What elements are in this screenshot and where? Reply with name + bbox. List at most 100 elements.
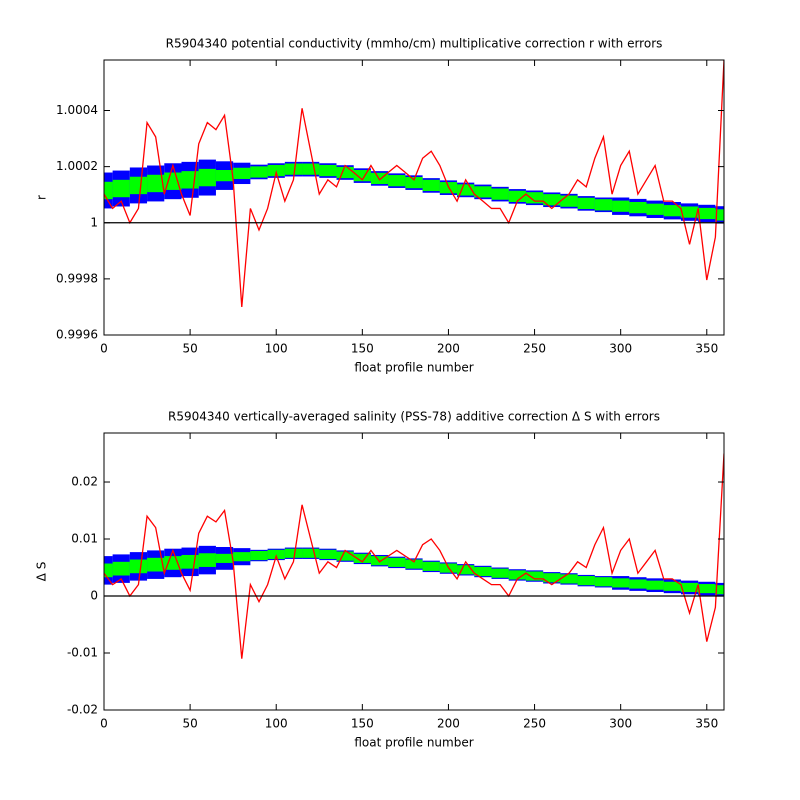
error-bar <box>388 557 406 567</box>
error-bar <box>422 179 440 192</box>
error-bar <box>663 205 681 217</box>
plot-frame <box>103 432 725 711</box>
x-tick-label: 100 <box>265 717 288 731</box>
error-bar <box>181 554 199 569</box>
error-bar <box>646 580 664 590</box>
error-bar <box>457 565 475 575</box>
error-bar <box>594 577 613 587</box>
error-bar <box>198 168 216 187</box>
x-tick-label: 150 <box>351 342 374 356</box>
error-bar <box>508 190 526 202</box>
error-bar <box>370 172 389 185</box>
error-bar <box>215 553 234 563</box>
error-bar <box>284 163 303 175</box>
x-tick-label: 0 <box>100 342 108 356</box>
error-bar <box>215 170 234 182</box>
error-bar <box>491 568 509 578</box>
error-bar <box>147 174 165 193</box>
y-tick-label: 0.9996 <box>56 328 98 342</box>
error-bar <box>680 582 699 593</box>
x-tick-label: 100 <box>265 342 288 356</box>
error-bar <box>250 166 268 178</box>
error-bar <box>319 549 337 559</box>
error-bar <box>457 184 475 196</box>
error-bar <box>353 170 371 182</box>
error-bar <box>104 181 113 200</box>
y-axis-label: r <box>35 195 49 200</box>
error-bar <box>698 584 716 594</box>
plot-frame <box>103 59 725 336</box>
error-bar <box>405 559 423 569</box>
error-bar <box>370 556 389 566</box>
error-bar <box>508 570 526 580</box>
error-bar <box>353 553 371 563</box>
error-bar <box>577 576 595 586</box>
y-tick-label: -0.01 <box>67 646 98 660</box>
x-tick-label: 350 <box>695 717 718 731</box>
error-bar <box>129 176 148 195</box>
error-bar <box>560 195 578 207</box>
error-bar <box>319 164 337 177</box>
x-tick-label: 250 <box>523 342 546 356</box>
chart-title: R5904340 potential conductivity (mmho/cm… <box>166 37 663 51</box>
y-tick-label: 1.0004 <box>56 103 98 117</box>
error-bar <box>388 175 406 187</box>
x-tick-label: 50 <box>182 717 197 731</box>
error-bar <box>646 203 664 215</box>
error-bar <box>715 585 724 595</box>
error-bar <box>560 574 578 584</box>
x-axis-label: float profile number <box>354 736 473 750</box>
error-bar <box>698 207 716 220</box>
error-bar <box>543 194 561 206</box>
x-tick-label: 350 <box>695 342 718 356</box>
error-bar <box>577 197 595 210</box>
error-bar <box>405 177 423 189</box>
error-bar <box>491 188 509 200</box>
error-bar <box>336 551 354 561</box>
error-bar <box>233 167 251 179</box>
error-bar <box>680 206 699 218</box>
error-bar <box>612 578 630 588</box>
y-tick-label: 0.9998 <box>56 271 98 285</box>
x-tick-label: 50 <box>182 342 197 356</box>
error-bar <box>663 581 681 591</box>
x-tick-label: 300 <box>609 342 632 356</box>
data-line <box>104 453 724 659</box>
error-bar <box>250 550 268 561</box>
x-tick-label: 300 <box>609 717 632 731</box>
y-tick-label: 0.01 <box>71 532 98 546</box>
error-bar <box>525 571 544 581</box>
error-bar <box>302 548 320 558</box>
error-bar <box>129 559 148 574</box>
plot-area <box>104 60 724 307</box>
error-bar <box>104 563 113 578</box>
x-tick-label: 0 <box>100 717 108 731</box>
error-bar <box>629 579 647 589</box>
chart-title: R5904340 vertically-averaged salinity (P… <box>168 410 660 424</box>
plot-area <box>104 453 724 659</box>
error-bar <box>181 171 199 189</box>
error-bar <box>715 209 724 221</box>
error-bar <box>112 561 130 576</box>
y-axis-label: Δ S <box>35 562 49 582</box>
error-bar <box>525 192 544 204</box>
y-tick-label: 1.0002 <box>56 159 98 173</box>
error-bar <box>336 166 354 179</box>
y-tick-label: 0 <box>90 589 98 603</box>
x-axis-label: float profile number <box>354 361 473 375</box>
error-bar <box>284 548 303 558</box>
error-bar <box>164 556 182 570</box>
x-tick-label: 150 <box>351 717 374 731</box>
error-bar <box>302 163 320 175</box>
y-tick-label: 0.02 <box>71 475 98 489</box>
x-tick-label: 200 <box>437 342 460 356</box>
error-bar <box>543 573 561 583</box>
error-bar <box>233 552 251 562</box>
x-tick-label: 250 <box>523 717 546 731</box>
error-bar <box>198 553 216 567</box>
error-bar <box>422 561 440 571</box>
error-bar <box>112 179 130 198</box>
error-bar <box>164 172 182 190</box>
y-tick-label: -0.02 <box>67 703 98 717</box>
error-bar <box>474 566 492 577</box>
